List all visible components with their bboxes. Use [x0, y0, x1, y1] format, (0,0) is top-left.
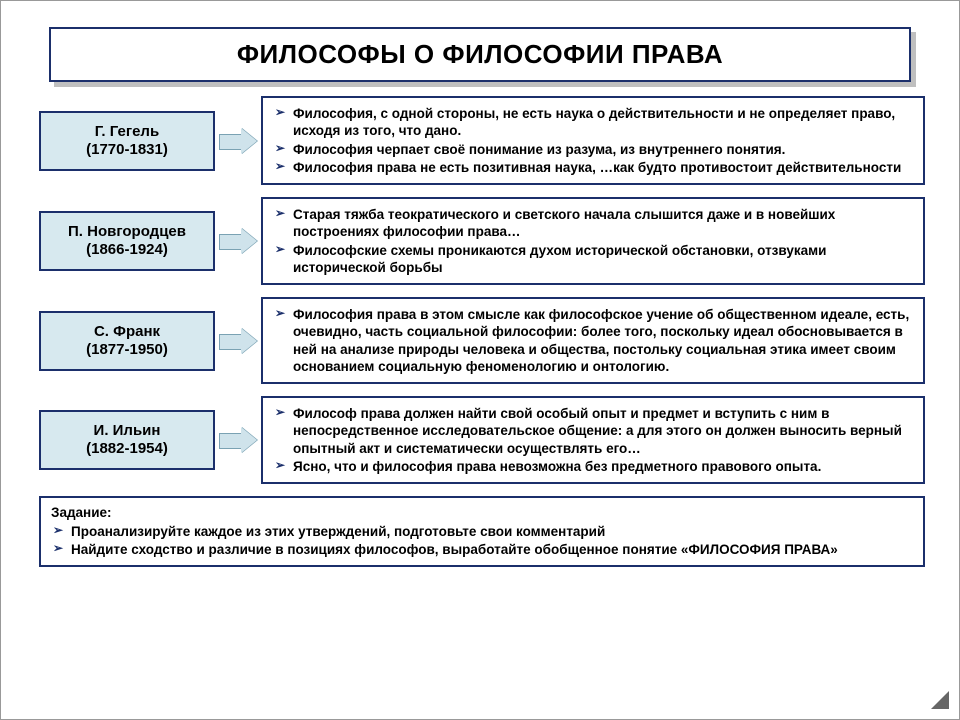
task-item: Проанализируйте каждое из этих утвержден…: [51, 523, 913, 540]
quote-list: Философия, с одной стороны, не есть наук…: [273, 105, 913, 176]
arrow-icon: [219, 428, 259, 452]
quote-box: Философия, с одной стороны, не есть наук…: [261, 96, 925, 185]
philosopher-name: Г. Гегель: [45, 123, 209, 141]
task-heading: Задание:: [51, 504, 913, 521]
arrow-icon: [219, 329, 259, 353]
quote-box: Философ права должен найти свой особый о…: [261, 396, 925, 484]
quote-item: Философские схемы проникаются духом исто…: [273, 242, 913, 277]
quote-item: Философия черпает своё понимание из разу…: [273, 141, 913, 158]
philosopher-name: П. Новгородцев: [45, 223, 209, 241]
philosopher-box: Г. Гегель(1770-1831): [39, 111, 215, 171]
philosopher-years: (1877-1950): [45, 341, 209, 359]
quote-item: Ясно, что и философия права невозможна б…: [273, 458, 913, 475]
philosopher-name: С. Франк: [45, 323, 209, 341]
task-box: Задание: Проанализируйте каждое из этих …: [39, 496, 925, 567]
quote-list: Философ права должен найти свой особый о…: [273, 405, 913, 475]
philosopher-row: П. Новгородцев(1866-1924) Старая тяжба те…: [39, 197, 925, 285]
philosopher-years: (1866-1924): [45, 241, 209, 259]
slide-title: ФИЛОСОФЫ О ФИЛОСОФИИ ПРАВА: [49, 27, 911, 82]
task-list: Проанализируйте каждое из этих утвержден…: [51, 523, 913, 559]
philosopher-box: С. Франк(1877-1950): [39, 311, 215, 371]
philosopher-box: П. Новгородцев(1866-1924): [39, 211, 215, 271]
rows-container: Г. Гегель(1770-1831) Философия, с одной с…: [9, 96, 951, 484]
arrow-icon: [219, 229, 259, 253]
philosopher-row: Г. Гегель(1770-1831) Философия, с одной с…: [39, 96, 925, 185]
quote-item: Старая тяжба теократического и светского…: [273, 206, 913, 241]
resize-corner-icon: [931, 691, 949, 709]
quote-list: Философия права в этом смысле как филосо…: [273, 306, 913, 375]
philosopher-row: С. Франк(1877-1950) Философия права в это…: [39, 297, 925, 384]
philosopher-box: И. Ильин(1882-1954): [39, 410, 215, 470]
task-item: Найдите сходство и различие в позициях ф…: [51, 541, 913, 558]
quote-box: Философия права в этом смысле как филосо…: [261, 297, 925, 384]
quote-box: Старая тяжба теократического и светского…: [261, 197, 925, 285]
philosopher-years: (1770-1831): [45, 141, 209, 159]
quote-item: Философия права не есть позитивная наука…: [273, 159, 913, 176]
quote-item: Философия, с одной стороны, не есть наук…: [273, 105, 913, 140]
quote-item: Философ права должен найти свой особый о…: [273, 405, 913, 457]
quote-list: Старая тяжба теократического и светского…: [273, 206, 913, 276]
philosopher-row: И. Ильин(1882-1954) Философ права должен …: [39, 396, 925, 484]
arrow-icon: [219, 129, 259, 153]
philosopher-name: И. Ильин: [45, 422, 209, 440]
quote-item: Философия права в этом смысле как филосо…: [273, 306, 913, 375]
philosopher-years: (1882-1954): [45, 440, 209, 458]
